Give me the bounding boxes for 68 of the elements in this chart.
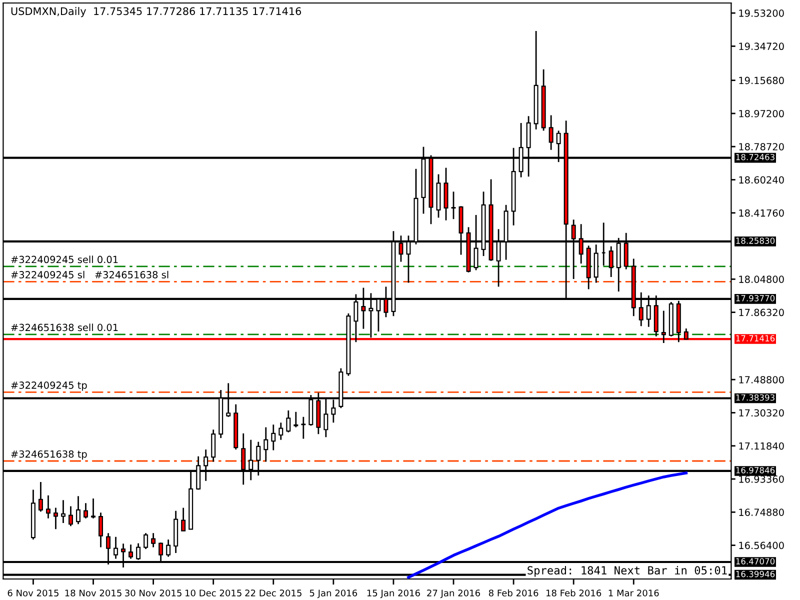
ref-line-label: 16.47070 — [736, 558, 775, 564]
ref-line-label: 17.71416 — [736, 335, 775, 342]
ref-line-label: #322409245 sell 0.01 — [11, 256, 118, 264]
candlestick — [76, 495, 80, 525]
candlestick — [278, 422, 284, 441]
x-tick-label: 8 Feb 2016 — [488, 589, 538, 596]
ref-line-label: 17.93770 — [736, 295, 775, 302]
candlestick — [294, 411, 298, 428]
ref-line-label: #324651638 tp — [11, 450, 87, 460]
ref-line-label: 18.25830 — [736, 238, 775, 244]
candlestick — [594, 244, 598, 284]
line-series — [407, 472, 688, 579]
x-tick-label: 30 Nov 2015 — [125, 590, 182, 596]
candlestick — [608, 246, 614, 278]
y-tick-label: 17.48800 — [739, 376, 784, 384]
ref-line-label: #322409245 tp — [11, 382, 87, 391]
candlestick — [61, 499, 66, 524]
x-tick-label: 6 Nov 2015 — [8, 590, 58, 596]
candlestick — [211, 428, 216, 462]
candlestick — [451, 190, 456, 220]
candlestick — [91, 498, 96, 520]
y-tick-label: 19.15680 — [739, 76, 784, 84]
candlestick — [128, 544, 134, 560]
candlestick — [68, 506, 73, 527]
candlestick — [271, 424, 276, 451]
chart-title: USDMXN,Daily 17.75345 17.77286 17.71135 17.71416 — [11, 7, 302, 18]
candlestick — [38, 481, 43, 512]
y-tick-label: 18.41760 — [739, 209, 784, 217]
candlestick — [286, 410, 291, 434]
candlestick — [166, 538, 171, 558]
ref-line-label: 16.97846 — [736, 467, 775, 474]
x-tick-label: 18 Feb 2016 — [546, 589, 602, 596]
candlestick — [46, 494, 50, 520]
ref-line-label: 16.39946 — [736, 570, 775, 578]
ref-line-label: #322409245 sl #324651638 sl — [11, 270, 168, 278]
candlestick — [548, 114, 554, 151]
candlestick — [114, 536, 118, 560]
x-tick-label: 18 Nov 2015 — [65, 590, 122, 596]
y-tick-label: 16.93360 — [739, 475, 784, 483]
x-tick-label: 1 Mar 2016 — [608, 590, 659, 596]
x-tick-label: 27 Jan 2016 — [427, 590, 480, 598]
y-tick-label: 18.97200 — [739, 110, 784, 118]
ref-line-label: #324651638 sell 0.01 — [11, 324, 118, 332]
y-tick-label: 17.30320 — [739, 409, 784, 417]
y-tick-label: 16.74880 — [739, 508, 784, 516]
y-tick-label: 18.04800 — [739, 276, 784, 283]
candlestick — [151, 532, 156, 548]
candlestick — [301, 416, 306, 440]
candlestick — [53, 507, 58, 530]
ref-line-label: 18.72463 — [736, 154, 774, 160]
y-tick-label: 19.53200 — [739, 10, 784, 17]
y-tick-label: 17.11840 — [739, 442, 784, 450]
y-tick-label: 16.56400 — [739, 542, 784, 550]
y-tick-label: 19.34720 — [739, 42, 784, 50]
candlestick — [98, 512, 104, 548]
y-tick-label: 18.78720 — [739, 143, 784, 150]
y-tick-label: 17.86320 — [739, 308, 784, 316]
x-tick-label: 10 Dec 2015 — [186, 590, 242, 596]
x-tick-label: 22 Dec 2015 — [245, 590, 302, 596]
candlestick — [264, 426, 268, 462]
y-tick-label: 18.60240 — [739, 176, 784, 184]
candlestick — [144, 532, 148, 550]
ref-line-label: 17.38393 — [736, 394, 774, 401]
annotation: Spread: 1841 Next Bar in 05:01 — [528, 566, 727, 577]
candlestick — [181, 507, 186, 532]
x-tick-label: 5 Jan 2016 — [310, 590, 358, 598]
x-tick-label: 15 Jan 2016 — [367, 590, 420, 598]
candlestick — [84, 502, 88, 520]
